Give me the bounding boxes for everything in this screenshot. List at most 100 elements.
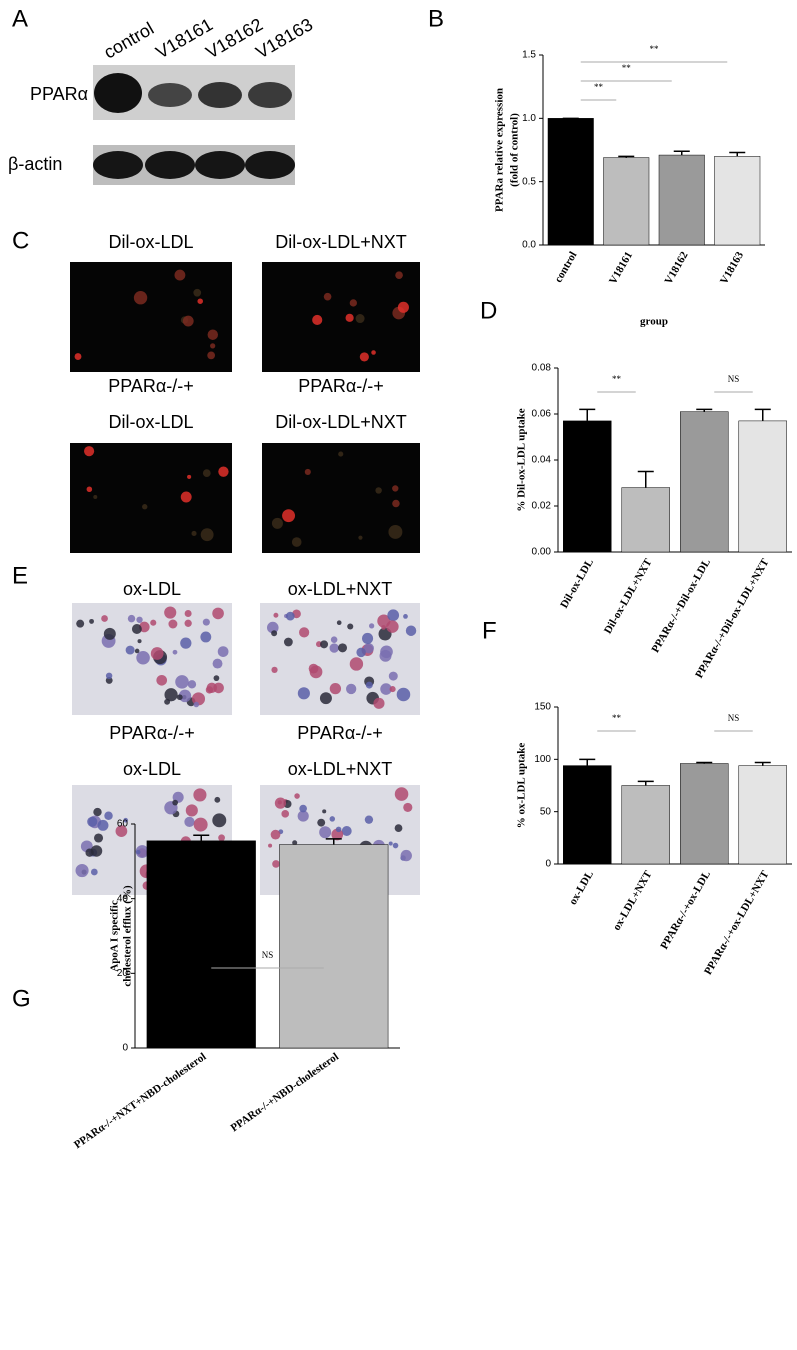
x-tick-label: V18163 xyxy=(718,249,746,286)
cell xyxy=(319,826,332,839)
cell xyxy=(322,809,327,814)
image-label: ox-LDL xyxy=(123,759,181,779)
cell xyxy=(133,291,148,305)
blot-band xyxy=(145,151,195,179)
cell xyxy=(103,627,116,640)
image-label: Dil-ox-LDL xyxy=(108,232,193,252)
cell xyxy=(193,701,200,708)
cell xyxy=(87,816,98,827)
cell xyxy=(317,818,326,827)
cell xyxy=(207,329,219,340)
cell xyxy=(346,683,357,695)
cell xyxy=(207,351,216,360)
cell xyxy=(202,469,211,477)
cell xyxy=(136,616,143,623)
cell xyxy=(363,643,374,654)
cell xyxy=(134,648,140,654)
cell xyxy=(212,658,223,669)
cell xyxy=(369,623,375,629)
y-tick-label: 1.5 xyxy=(522,50,536,61)
cell xyxy=(396,687,411,702)
x-tick-label: Dil-ox-LDL xyxy=(558,557,596,611)
significance-label: ** xyxy=(650,44,660,54)
cell xyxy=(273,612,279,618)
cell xyxy=(104,811,113,820)
y-tick-label: 100 xyxy=(534,754,551,765)
cell xyxy=(193,788,207,802)
cell xyxy=(356,647,366,658)
significance-label: ** xyxy=(612,374,622,384)
cell xyxy=(89,618,94,624)
significance-label: NS xyxy=(728,374,740,384)
cell xyxy=(299,804,307,813)
x-tick-label: Dil-ox-LDL+NXT xyxy=(602,556,655,636)
bar xyxy=(547,118,594,246)
cell xyxy=(361,632,374,644)
bar xyxy=(621,487,670,553)
cell xyxy=(200,528,214,542)
blot-band xyxy=(198,82,242,108)
blot-column-label: V18162 xyxy=(202,14,266,62)
y-tick-label: 0.02 xyxy=(532,501,552,512)
cell xyxy=(386,620,399,633)
cell xyxy=(172,799,179,806)
significance-label: NS xyxy=(728,713,740,723)
blot-band xyxy=(93,151,143,179)
cell xyxy=(105,676,113,684)
error-bar xyxy=(579,408,596,421)
cell xyxy=(187,680,197,689)
cell xyxy=(184,619,192,627)
error-bar xyxy=(754,761,771,766)
cell xyxy=(292,840,298,846)
significance-label: ** xyxy=(612,713,622,723)
cell xyxy=(347,623,354,630)
cell xyxy=(182,315,194,327)
cell xyxy=(85,848,94,857)
image-label: Dil-ox-LDL+NXT xyxy=(275,412,407,432)
blot-column-label: control xyxy=(100,18,157,62)
y-tick-label: 0 xyxy=(122,1043,128,1054)
cell xyxy=(394,824,403,833)
bar xyxy=(680,411,729,553)
y-tick-label: 0 xyxy=(545,859,551,870)
panel-label: F xyxy=(482,617,497,644)
cell xyxy=(193,817,208,832)
cell xyxy=(75,864,89,878)
error-bar xyxy=(637,470,654,488)
panel-label: D xyxy=(480,297,497,324)
cell xyxy=(86,486,93,493)
cell xyxy=(329,816,336,822)
bar xyxy=(563,420,612,553)
image-label: ox-LDL xyxy=(123,579,181,599)
error-bar xyxy=(754,408,771,421)
cell xyxy=(336,620,342,626)
cell xyxy=(164,698,171,705)
significance-label: ** xyxy=(594,82,604,92)
cell xyxy=(197,298,203,304)
x-tick-label: PPARα-/-+Dil-ox-LDL xyxy=(649,557,713,655)
cell xyxy=(359,352,369,362)
cell xyxy=(175,675,189,689)
blot-row-label: PPARα xyxy=(30,84,88,104)
cell xyxy=(135,845,149,859)
bar xyxy=(714,156,761,246)
cell xyxy=(392,499,400,508)
bar xyxy=(658,154,705,246)
bar xyxy=(563,765,612,865)
y-axis-label: % Dil-ox-LDL uptake xyxy=(516,408,528,511)
cell xyxy=(285,611,295,621)
bar xyxy=(738,765,787,865)
cell xyxy=(312,314,323,326)
cell xyxy=(277,800,282,805)
cell xyxy=(329,643,339,653)
y-tick-label: 50 xyxy=(540,806,552,817)
cell xyxy=(74,353,82,360)
cell xyxy=(381,625,386,630)
cell xyxy=(150,619,157,626)
cell xyxy=(212,813,227,828)
cell xyxy=(403,614,408,619)
image-label: ox-LDL+NXT xyxy=(288,579,393,599)
significance-label: ** xyxy=(622,63,632,73)
cell xyxy=(164,606,177,619)
